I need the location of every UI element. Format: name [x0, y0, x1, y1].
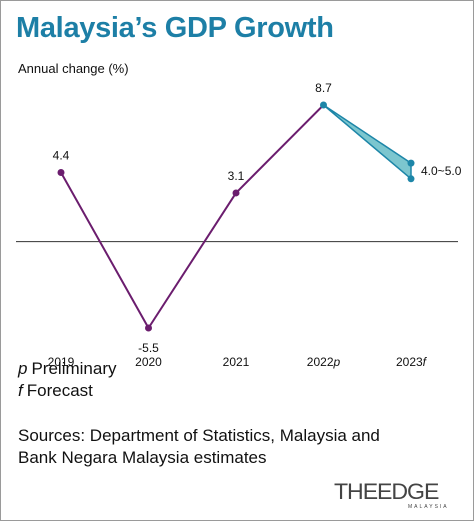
brand-name: THEEDGE [334, 479, 439, 504]
gdp-line [60, 104, 325, 329]
note-symbol: p [18, 359, 28, 378]
x-tick-suffix: f [423, 355, 428, 369]
y-axis-label: Annual change (%) [18, 61, 129, 76]
forecast-label: 4.0~5.0 [421, 164, 462, 178]
data-label: -5.5 [138, 341, 159, 355]
data-point [57, 169, 65, 177]
source-line: Bank Negara Malaysia estimates [18, 448, 267, 467]
x-tick-label: 2019 [48, 355, 75, 369]
forecast-high-point [407, 159, 415, 167]
data-point [320, 101, 327, 109]
data-label: 8.7 [315, 81, 332, 95]
forecast-range-area [322, 104, 412, 180]
note-forecast: f Forecast [18, 381, 93, 401]
note-preliminary: p Preliminary [18, 359, 117, 379]
data-label: 4.4 [53, 149, 70, 163]
x-tick-label: 2023f [396, 355, 428, 369]
chart-title: Malaysia’s GDP Growth [16, 12, 334, 44]
data-label: 3.1 [228, 169, 245, 183]
source-note: Sources: Department of Statistics, Malay… [18, 425, 438, 469]
x-tick-label: 2020 [135, 355, 162, 369]
note-text: Forecast [26, 381, 93, 400]
x-tick-label: 2022p [307, 355, 341, 369]
forecast-low-point [407, 175, 415, 183]
data-point [232, 189, 240, 197]
note-text: Preliminary [31, 359, 117, 378]
brand-sub: MALAYSIA [408, 504, 449, 510]
x-tick-suffix: p [333, 355, 341, 369]
brand-logo: THEEDGE MALAYSIA [334, 479, 462, 519]
data-point [145, 324, 152, 332]
x-tick-label: 2021 [223, 355, 250, 369]
note-symbol: f [18, 381, 23, 400]
source-line: Sources: Department of Statistics, Malay… [18, 426, 380, 445]
